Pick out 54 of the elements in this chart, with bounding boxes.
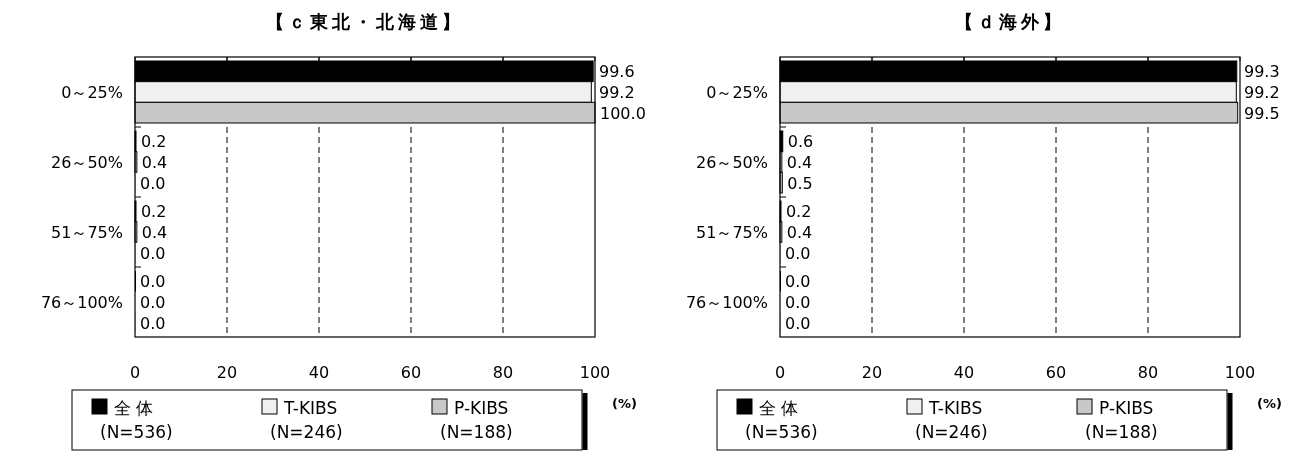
x-tick-label: 0 xyxy=(774,363,786,382)
data-label: 99.6 xyxy=(599,62,635,82)
legend-label: P-KIBS (N=188) xyxy=(1085,398,1158,442)
data-label: 0.2 xyxy=(785,202,812,222)
data-label: 0.4 xyxy=(141,223,168,242)
data-label: 99.3 xyxy=(1244,62,1280,82)
data-label: 0.2 xyxy=(140,132,167,152)
legend-label: T-KIBS (N=246) xyxy=(915,398,988,442)
data-label: 0.4 xyxy=(786,223,813,242)
x-tick-label: 20 xyxy=(216,363,238,382)
data-label: 0.0 xyxy=(140,293,166,312)
data-label: 0.0 xyxy=(785,313,811,333)
data-label: 0.4 xyxy=(786,153,813,172)
x-tick-label: 60 xyxy=(400,363,422,382)
data-label: 0.0 xyxy=(785,293,811,312)
y-tick-label: 0～25% xyxy=(61,83,123,102)
x-tick-label: 80 xyxy=(1137,363,1159,382)
x-tick-label: 40 xyxy=(308,363,330,382)
x-tick-label: 20 xyxy=(861,363,883,382)
data-label: 0.0 xyxy=(140,313,166,333)
x-axis-title: (%) xyxy=(612,396,637,411)
chart-title: 【ｄ海外】 xyxy=(955,11,1065,32)
legend-label: 全 体 (N=536) xyxy=(100,398,173,442)
y-tick-label: 76～100% xyxy=(685,293,768,312)
y-tick-label: 26～50% xyxy=(51,153,123,172)
data-label: 0.5 xyxy=(787,173,813,193)
data-label: 0.0 xyxy=(140,173,166,193)
legend-label: T-KIBS (N=246) xyxy=(270,398,343,442)
data-label: 0.2 xyxy=(140,202,167,222)
legend-label: 全 体 (N=536) xyxy=(745,398,818,442)
y-tick-label: 26～50% xyxy=(696,153,768,172)
y-tick-label: 0～25% xyxy=(706,83,768,102)
data-label: 99.5 xyxy=(1244,103,1280,123)
data-label: 0.0 xyxy=(140,243,166,263)
data-label: 0.0 xyxy=(785,272,811,292)
x-tick-label: 100 xyxy=(1224,363,1256,382)
data-label: 99.2 xyxy=(1244,83,1280,102)
y-tick-label: 51～75% xyxy=(696,223,768,242)
data-label: 0.4 xyxy=(141,153,168,172)
x-tick-label: 0 xyxy=(129,363,141,382)
x-tick-label: 40 xyxy=(953,363,975,382)
y-tick-label: 51～75% xyxy=(51,223,123,242)
x-axis-title: (%) xyxy=(1257,396,1282,411)
y-tick-label: 76～100% xyxy=(40,293,123,312)
legend-label: P-KIBS (N=188) xyxy=(440,398,513,442)
data-label: 99.2 xyxy=(599,83,635,102)
data-label: 0.0 xyxy=(140,272,166,292)
data-label: 0.6 xyxy=(787,132,814,152)
x-tick-label: 80 xyxy=(492,363,514,382)
data-label: 100.0 xyxy=(600,103,646,123)
x-tick-label: 60 xyxy=(1045,363,1067,382)
data-label: 0.0 xyxy=(785,243,811,263)
x-tick-label: 100 xyxy=(579,363,611,382)
chart-title: 【ｃ東北・北海道】 xyxy=(266,11,464,32)
